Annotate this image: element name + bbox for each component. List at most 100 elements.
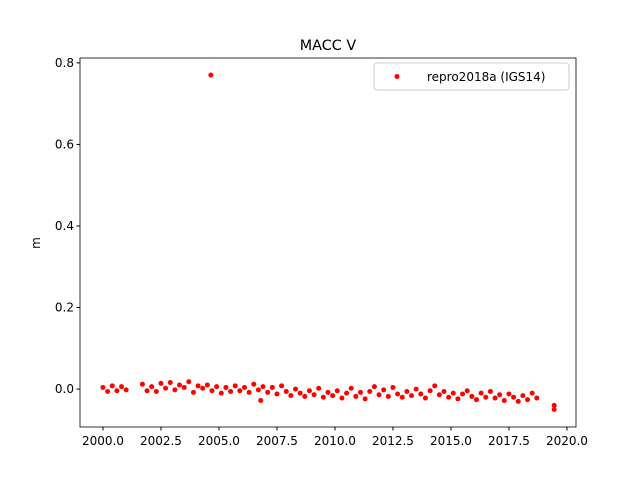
point xyxy=(381,387,387,393)
point xyxy=(167,380,173,386)
point xyxy=(172,387,178,393)
point xyxy=(177,382,183,388)
point xyxy=(293,386,299,392)
x-tick-label: 2020.0 xyxy=(546,434,588,448)
point xyxy=(320,394,326,400)
x-tick-label: 2017.5 xyxy=(488,434,530,448)
point xyxy=(362,396,368,402)
point xyxy=(376,392,382,398)
point xyxy=(237,388,243,394)
point xyxy=(218,390,224,396)
x-tick-label: 2015.0 xyxy=(430,434,472,448)
point xyxy=(422,395,428,401)
point xyxy=(200,385,206,391)
point xyxy=(223,384,229,390)
point xyxy=(399,394,405,400)
point xyxy=(246,389,252,395)
point xyxy=(302,393,308,399)
point xyxy=(348,385,354,391)
point xyxy=(427,388,433,394)
point xyxy=(186,379,192,385)
point xyxy=(123,387,129,393)
y-tick-label: 0.8 xyxy=(55,56,74,70)
point xyxy=(473,397,479,403)
point xyxy=(288,393,294,399)
point xyxy=(228,389,234,395)
legend-box xyxy=(373,62,570,91)
point xyxy=(515,398,521,404)
point xyxy=(306,388,312,394)
point xyxy=(432,383,438,389)
point xyxy=(265,389,271,395)
point xyxy=(460,391,466,397)
point xyxy=(109,383,115,389)
point xyxy=(525,397,531,403)
y-axis-label: m xyxy=(29,237,43,249)
point xyxy=(105,389,111,395)
point xyxy=(395,391,401,397)
point xyxy=(501,397,507,403)
point xyxy=(232,383,238,389)
point xyxy=(274,391,280,397)
point xyxy=(241,384,247,390)
x-tick-label: 2012.5 xyxy=(372,434,414,448)
point xyxy=(441,389,447,395)
point xyxy=(455,396,461,402)
point xyxy=(100,384,106,390)
x-tick-label: 2005.0 xyxy=(198,434,240,448)
x-tick-label: 2002.5 xyxy=(140,434,182,448)
y-tick-label: 0.6 xyxy=(55,137,74,151)
point xyxy=(404,389,410,395)
point xyxy=(492,395,498,401)
point xyxy=(464,388,470,394)
point xyxy=(551,402,557,408)
point xyxy=(534,395,540,401)
point xyxy=(483,394,489,400)
point xyxy=(367,389,373,395)
point xyxy=(119,384,125,390)
point xyxy=(357,389,363,395)
point xyxy=(409,393,415,399)
point xyxy=(195,383,201,389)
point xyxy=(390,384,396,390)
axes-frame xyxy=(79,57,577,428)
y-tick-label: 0.0 xyxy=(55,382,74,396)
x-tick-label: 2010.0 xyxy=(314,434,356,448)
point xyxy=(209,388,215,394)
point xyxy=(334,388,340,394)
point xyxy=(339,395,345,401)
point xyxy=(251,381,257,387)
point xyxy=(258,397,264,403)
point xyxy=(506,391,512,397)
point xyxy=(446,394,452,400)
point xyxy=(163,385,169,391)
point xyxy=(269,384,275,390)
point xyxy=(255,387,261,393)
chart-title: MACC V xyxy=(300,38,357,54)
x-tick-label: 2007.5 xyxy=(256,434,298,448)
point xyxy=(311,392,317,398)
point xyxy=(551,406,557,412)
point xyxy=(487,389,493,395)
point xyxy=(316,385,322,391)
point xyxy=(469,393,475,399)
point xyxy=(260,384,266,390)
point xyxy=(529,390,535,396)
point xyxy=(353,393,359,399)
point xyxy=(371,384,377,390)
point xyxy=(208,72,214,78)
point xyxy=(204,382,210,388)
point xyxy=(279,383,285,389)
point xyxy=(418,391,424,397)
x-tick-label: 2000.0 xyxy=(82,434,124,448)
point xyxy=(385,393,391,399)
y-tick-label: 0.2 xyxy=(55,301,74,315)
point xyxy=(297,390,303,396)
point xyxy=(436,392,442,398)
legend-label: repro2018a (IGS14) xyxy=(427,70,545,84)
point xyxy=(214,384,220,390)
point xyxy=(114,388,120,394)
point xyxy=(478,390,484,396)
point xyxy=(450,390,456,396)
